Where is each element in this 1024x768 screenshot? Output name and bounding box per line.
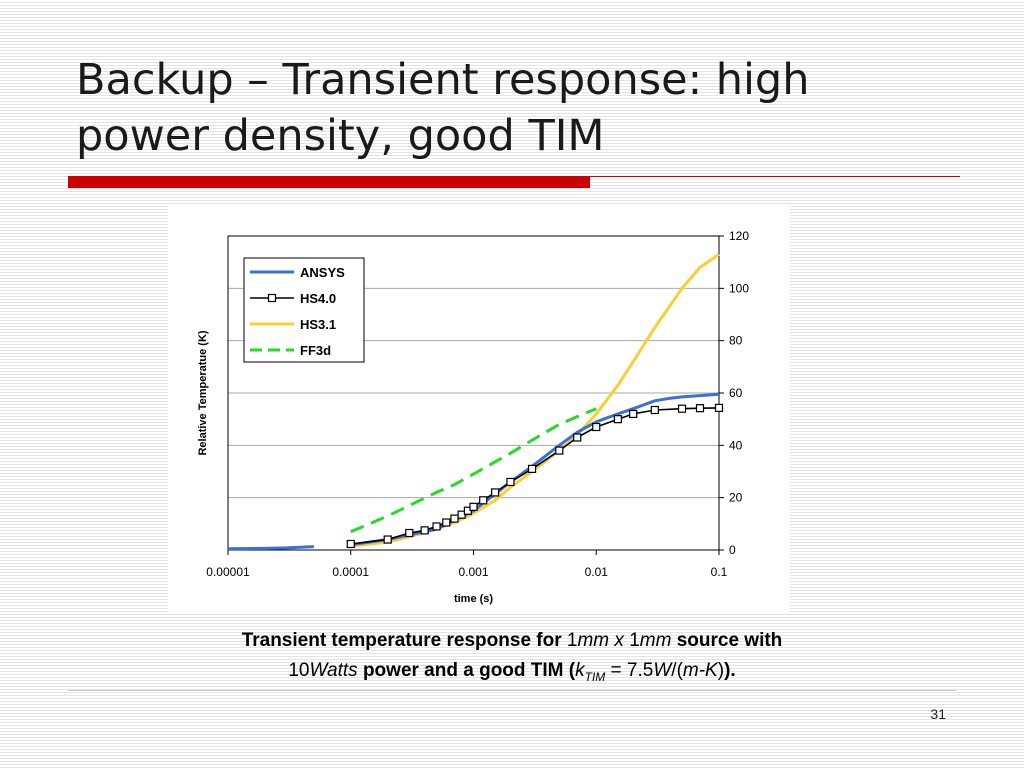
series-line-ansys — [227, 545, 314, 551]
caption-text-7: 10 — [288, 660, 310, 681]
series-line-ff3d — [350, 407, 597, 534]
caption-text-2: 1 — [566, 630, 578, 651]
title-divider-line — [590, 176, 960, 177]
series-point-hs40 — [405, 528, 414, 538]
caption-text-1: Transient temperature response for — [241, 630, 567, 651]
series-point-hs40 — [573, 433, 582, 442]
caption-text-12: = 7.5 — [605, 660, 654, 681]
y-tick-label: 20 — [729, 491, 743, 505]
x-axis-label: time (s) — [454, 593, 493, 605]
series-point-hs40 — [491, 488, 500, 497]
series-line-hs40 — [350, 407, 720, 545]
caption-text-14: /( — [671, 660, 683, 681]
x-tick-label: 0.0001 — [332, 565, 369, 579]
y-tick-label: 0 — [729, 543, 736, 557]
series-point-hs40 — [695, 404, 705, 413]
legend-label-ff3d: FF3d — [300, 343, 331, 358]
chart-axes: 0 20 40 60 80 100 120 0.00001 0.0001 0.001 0.01 0.1 — [206, 229, 749, 579]
caption-text-13: W — [653, 660, 672, 681]
slide-title-line-2: power density, good TIM — [76, 111, 605, 161]
series-point-hs40 — [677, 404, 687, 413]
series-point-hs40 — [383, 535, 392, 544]
caption-text-6: source with — [671, 630, 783, 651]
legend-label-ansys: ANSYS — [300, 265, 345, 280]
caption-text-17: ). — [724, 660, 736, 681]
legend-label-hs31: HS3.1 — [300, 317, 336, 332]
series-point-hs40 — [432, 522, 441, 531]
series-point-hs40 — [420, 526, 429, 535]
title-accent-bar — [68, 176, 590, 188]
page-number: 31 — [930, 706, 946, 722]
series-point-hs40 — [442, 518, 451, 527]
caption-text-15: m-K — [682, 660, 718, 681]
slide-title: Backup – Transient response: high power … — [76, 52, 976, 164]
series-point-hs40 — [555, 446, 564, 455]
series-point-hs40 — [714, 403, 724, 413]
chart-series — [227, 253, 724, 551]
chart-panel: 0 20 40 60 80 100 120 0.00001 0.0001 0.001 0.01 0.1… — [168, 204, 790, 614]
series-point-hs40 — [506, 477, 515, 487]
series-point-hs40 — [629, 409, 638, 419]
x-tick-label: 0.00001 — [206, 565, 250, 579]
slide-title-line-1: Backup – Transient response: high — [76, 55, 810, 105]
caption-text-10: k — [575, 660, 585, 681]
y-tick-label: 120 — [729, 229, 749, 243]
series-point-hs40 — [479, 496, 488, 505]
y-tick-label: 80 — [729, 334, 743, 348]
series-point-hs40 — [613, 415, 622, 424]
y-axis-label: Relative Temperatue (K) — [197, 330, 209, 455]
caption-text-8: Watts — [309, 660, 358, 681]
series-point-hs40 — [527, 464, 537, 473]
footer-divider — [68, 690, 956, 691]
caption-text-3: mm x — [577, 630, 630, 651]
series-point-hs40 — [469, 502, 478, 511]
caption-text-5: mm — [639, 630, 672, 651]
caption-text-16: ) — [717, 660, 725, 681]
x-tick-label: 0.01 — [585, 565, 609, 579]
figure-caption: Transient temperature response for 1mm x… — [60, 626, 964, 692]
series-point-hs40 — [346, 539, 355, 549]
y-tick-label: 60 — [729, 386, 743, 400]
series-point-hs40 — [592, 422, 601, 432]
caption-text-9: power and a good TIM ( — [357, 660, 576, 681]
caption-text-11: TIM — [584, 669, 606, 684]
series-point-hs40 — [650, 405, 659, 415]
y-tick-label: 40 — [729, 438, 743, 452]
x-tick-label: 0.1 — [711, 565, 728, 579]
x-tick-label: 0.001 — [458, 565, 488, 579]
chart-legend: ANSYS HS4.0 HS3.1 FF3d — [243, 257, 365, 363]
legend-marker-hs40 — [267, 293, 277, 303]
caption-text-4: 1 — [629, 630, 640, 651]
y-tick-label: 100 — [729, 281, 749, 295]
legend-label-hs40: HS4.0 — [300, 291, 336, 306]
legend-box — [243, 257, 365, 363]
temperature-chart: 0 20 40 60 80 100 120 0.00001 0.0001 0.001 0.01 0.1… — [197, 229, 749, 605]
series-point-hs40 — [450, 514, 459, 523]
